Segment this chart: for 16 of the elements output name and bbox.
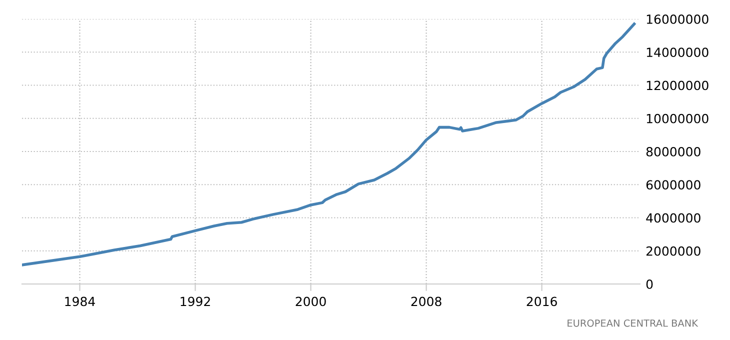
x-tick-label: 2016 [526,296,557,306]
y-tick-label: 2000000 [646,246,700,256]
x-tick-label: 2008 [411,296,442,306]
y-tick-label: 10000000 [646,114,708,124]
y-tick-label: 8000000 [646,146,700,156]
y-tick-label: 0 [646,279,653,289]
x-tick-label: 1992 [180,296,210,306]
line-series [22,22,636,266]
text: EUROPEAN CENTRAL BANK [568,319,698,327]
y-tick-label: 4000000 [646,213,700,223]
x-tick-label: 2000 [296,296,326,306]
y-tick-label: 16000000 [646,14,708,24]
y-tick-label: 12000000 [646,80,708,90]
y-tick-label: 6000000 [646,180,700,190]
x-tick-label: 1984 [65,296,95,306]
y-tick-label: 14000000 [646,48,708,58]
